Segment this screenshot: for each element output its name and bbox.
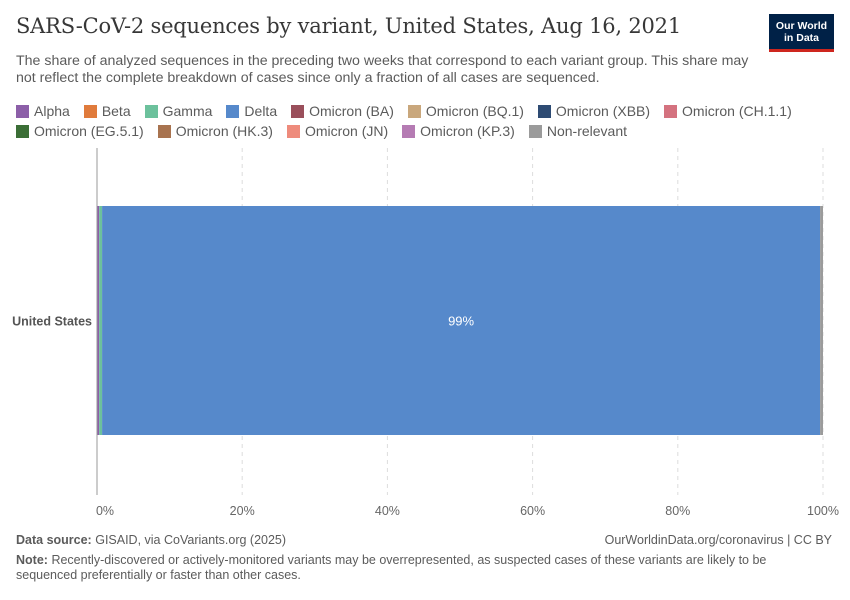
bar-segment	[820, 206, 823, 435]
legend-item[interactable]: Gamma	[144, 103, 213, 119]
legend-label: Omicron (JN)	[304, 123, 389, 139]
legend-swatch	[291, 104, 305, 118]
legend-item[interactable]: Omicron (EG.5.1)	[16, 123, 144, 139]
legend-swatch	[16, 104, 29, 118]
legend-swatch	[157, 124, 171, 138]
legend-swatch	[537, 104, 551, 118]
legend-swatch	[286, 124, 300, 138]
legend-swatch	[528, 124, 542, 138]
x-tick-label: 60%	[520, 504, 545, 518]
legend-label: Gamma	[162, 103, 213, 119]
legend: Alpha Beta Gamma Delta Omicron (BA) Omicron (…	[16, 101, 836, 141]
chart-title: SARS-CoV-2 sequences by variant, United …	[16, 14, 682, 38]
legend-label: Omicron (HK.3)	[175, 123, 273, 139]
legend-item[interactable]: Omicron (JN)	[286, 123, 389, 139]
source-text[interactable]: GISAID, via CoVariants.org (2025)	[95, 533, 287, 547]
legend-item[interactable]: Non-relevant	[528, 123, 627, 139]
legend-label: Delta	[244, 103, 278, 119]
source-label: Data source:	[16, 533, 92, 547]
legend-swatch	[402, 124, 416, 138]
x-tick-label: 40%	[375, 504, 400, 518]
legend-label: Non-relevant	[546, 123, 627, 139]
chart-subtitle: The share of analyzed sequences in the p…	[16, 53, 749, 86]
note-text: Recently-discovered or actively-monitore…	[16, 553, 767, 582]
legend-item[interactable]: Beta	[83, 103, 131, 119]
chart-note: Note: Recently-discovered or actively-mo…	[16, 553, 816, 583]
x-tick-label: 100%	[807, 504, 839, 518]
bar-segment	[102, 206, 821, 435]
legend-row: Alpha Beta Gamma Delta Omicron (BA) Omicron (…	[16, 101, 836, 121]
legend-item[interactable]: Delta	[226, 103, 277, 119]
legend-swatch	[226, 104, 240, 118]
x-tick-label: 0%	[96, 504, 114, 518]
legend-label: Omicron (KP.3)	[420, 123, 515, 139]
bar-segment	[99, 206, 103, 435]
x-tick-label: 20%	[230, 504, 255, 518]
logo-text: Our World in Data	[775, 19, 828, 44]
owid-logo[interactable]: Our World in Data	[769, 14, 834, 52]
legend-swatch	[16, 124, 29, 138]
legend-item[interactable]: Omicron (HK.3)	[157, 123, 273, 139]
category-label: United States	[12, 315, 92, 329]
legend-label: Omicron (BQ.1)	[425, 103, 524, 119]
legend-swatch	[407, 104, 421, 118]
legend-item[interactable]: Omicron (XBB)	[537, 103, 651, 119]
legend-item[interactable]: Omicron (BQ.1)	[407, 103, 524, 119]
legend-label: Beta	[101, 103, 131, 119]
legend-label: Omicron (XBB)	[555, 103, 651, 119]
legend-label: Omicron (EG.5.1)	[34, 123, 144, 139]
legend-row: Omicron (EG.5.1) Omicron (HK.3) Omicron (J…	[16, 121, 836, 141]
x-tick-label: 80%	[665, 504, 690, 518]
legend-item[interactable]: Omicron (CH.1.1)	[664, 103, 792, 119]
note-label: Note:	[16, 553, 48, 567]
legend-swatch	[664, 104, 678, 118]
data-source: Data source: GISAID, via CoVariants.org …	[16, 533, 286, 548]
legend-label: Alpha	[34, 103, 70, 119]
legend-swatch	[83, 104, 97, 118]
source-url[interactable]: OurWorldinData.org/coronavirus | CC BY	[604, 533, 832, 547]
legend-item[interactable]: Omicron (BA)	[291, 103, 394, 119]
legend-item[interactable]: Alpha	[16, 103, 70, 119]
legend-item[interactable]: Omicron (KP.3)	[402, 123, 515, 139]
legend-label: Omicron (CH.1.1)	[682, 103, 792, 119]
bar-segment	[97, 206, 100, 435]
legend-swatch	[144, 104, 158, 118]
bar-data-label: 99%	[448, 314, 474, 329]
legend-label: Omicron (BA)	[309, 103, 394, 119]
